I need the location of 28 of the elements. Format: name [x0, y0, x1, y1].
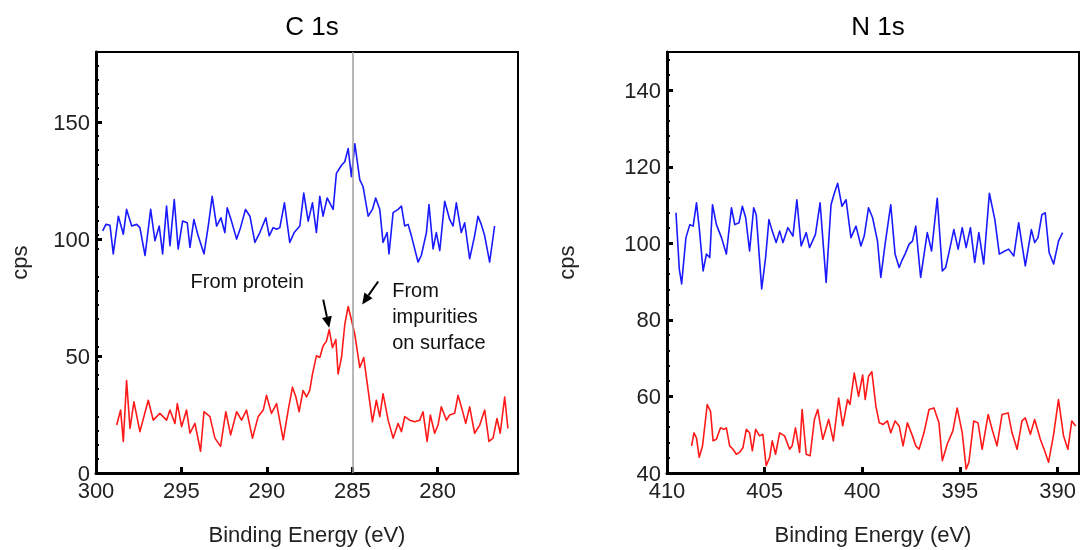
annotation: From protein	[190, 269, 304, 292]
y-tick-label: 50	[65, 343, 90, 369]
line-series	[115, 305, 509, 453]
y-tick-label: 140	[624, 77, 661, 103]
y-tick-label: 150	[53, 109, 90, 135]
annotation: From impurities on surface	[392, 279, 486, 354]
x-axis-title: Binding Energy (eV)	[774, 521, 972, 547]
x-tick-label: 405	[746, 477, 783, 503]
x-tick-label: 295	[163, 477, 200, 503]
x-tick-label: 285	[333, 477, 371, 503]
y-axis-title: cps	[6, 245, 32, 280]
line-series	[675, 182, 1064, 290]
x-tick-label: 290	[248, 477, 286, 503]
x-tick-label: 395	[941, 477, 979, 503]
x-axis-title: Binding Energy (eV)	[208, 521, 406, 547]
line-series	[101, 142, 496, 263]
y-tick-label: 100	[53, 226, 90, 252]
y-tick-label: 120	[624, 154, 661, 180]
y-tick-label: 60	[636, 383, 661, 409]
chart-title: N 1s	[851, 11, 905, 41]
x-tick-label: 280	[419, 477, 457, 503]
y-tick-label: 80	[636, 307, 661, 333]
chart-title: C 1s	[285, 11, 339, 41]
line-series	[690, 370, 1077, 470]
y-tick-label: 100	[624, 230, 661, 256]
x-tick-label: 390	[1039, 477, 1076, 503]
y-axis-title: cps	[553, 245, 579, 280]
x-tick-label: 400	[843, 477, 881, 503]
